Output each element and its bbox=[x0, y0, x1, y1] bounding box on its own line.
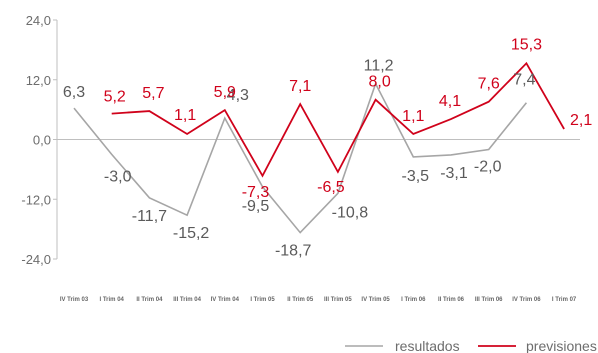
x-tick-label: II Trim 05 bbox=[287, 297, 314, 303]
series-line-resultados bbox=[73, 81, 528, 234]
data-label-resultados: -9,5 bbox=[242, 198, 270, 215]
legend-label-previsiones: previsiones bbox=[526, 338, 597, 353]
x-tick-label: II Trim 06 bbox=[438, 297, 465, 303]
data-label-previsiones: 1,1 bbox=[402, 108, 424, 125]
data-label-resultados: -18,7 bbox=[275, 243, 312, 260]
data-label-resultados: -3,1 bbox=[440, 165, 468, 182]
legend-label-resultados: resultados bbox=[395, 338, 460, 353]
data-label-previsiones: 4,1 bbox=[439, 93, 461, 110]
y-tick-label: -12,0 bbox=[21, 192, 51, 207]
data-label-resultados: -3,5 bbox=[402, 168, 430, 185]
y-tick-label: -24,0 bbox=[21, 252, 51, 267]
x-tick-label: III Trim 04 bbox=[173, 297, 201, 303]
data-label-resultados: -2,0 bbox=[474, 158, 502, 175]
data-label-previsiones: 5,9 bbox=[214, 84, 236, 101]
data-label-previsiones: 1,1 bbox=[174, 107, 196, 124]
x-tick-label: IV Trim 05 bbox=[361, 297, 390, 303]
data-label-previsiones: 5,2 bbox=[104, 89, 126, 106]
data-label-resultados: 4,3 bbox=[227, 87, 249, 104]
series-lines bbox=[73, 61, 565, 234]
data-label-previsiones: 8,0 bbox=[368, 74, 390, 91]
x-tick-label: IV Trim 04 bbox=[211, 297, 240, 303]
data-label-previsiones: 15,3 bbox=[511, 36, 542, 53]
series-line-previsiones bbox=[111, 61, 565, 178]
data-label-resultados: -10,8 bbox=[332, 204, 369, 221]
data-label-resultados: -3,0 bbox=[104, 168, 132, 185]
data-label-resultados: 6,3 bbox=[63, 84, 85, 101]
y-tick-label: 12,0 bbox=[26, 73, 51, 88]
x-tick-label: I Trim 04 bbox=[100, 297, 125, 303]
data-label-previsiones: 5,7 bbox=[142, 85, 164, 102]
data-label-resultados: 7,4 bbox=[513, 72, 535, 89]
data-label-previsiones: 7,1 bbox=[289, 78, 311, 95]
y-tick-label: 0,0 bbox=[33, 133, 51, 148]
data-label-previsiones: 7,6 bbox=[478, 76, 500, 93]
data-labels: 6,3 -3,0 -11,7 -15,2 4,3 -9,5 -18,7 -10,8 11,2 -3… bbox=[63, 36, 592, 259]
data-label-resultados: -15,2 bbox=[173, 225, 210, 242]
x-tick-label: III Trim 05 bbox=[324, 297, 352, 303]
data-label-previsiones: -6,5 bbox=[317, 179, 345, 196]
x-axis: IV Trim 03 I Trim 04 II Trim 04 III Trim 04… bbox=[57, 139, 580, 303]
x-tick-label: I Trim 05 bbox=[250, 297, 275, 303]
x-tick-label: I Trim 07 bbox=[552, 297, 577, 303]
x-tick-label: I Trim 06 bbox=[401, 297, 426, 303]
y-tick-label: 24,0 bbox=[26, 13, 51, 28]
data-label-previsiones: -7,3 bbox=[242, 184, 270, 201]
x-tick-label: III Trim 06 bbox=[475, 297, 503, 303]
data-label-resultados: 11,2 bbox=[364, 58, 394, 75]
data-label-resultados: -11,7 bbox=[132, 208, 167, 225]
x-tick-label: IV Trim 03 bbox=[60, 297, 89, 303]
data-label-previsiones: 2,1 bbox=[570, 112, 592, 129]
x-tick-label: IV Trim 06 bbox=[512, 297, 541, 303]
y-axis: 24,0 12,0 0,0 -12,0 -24,0 bbox=[21, 13, 58, 267]
x-tick-label: II Trim 04 bbox=[136, 297, 163, 303]
legend: resultados previsiones bbox=[345, 338, 597, 353]
